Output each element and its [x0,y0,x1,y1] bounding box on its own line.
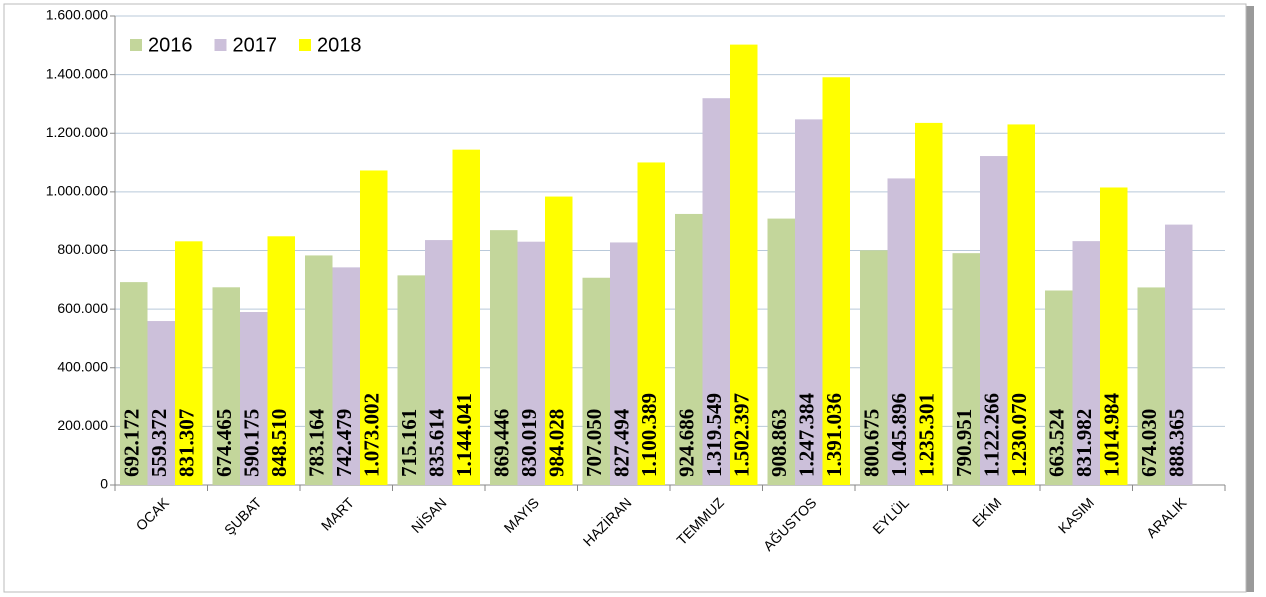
value-label: 715.161 [397,409,421,477]
value-label: 830.019 [517,409,541,477]
value-label: 1.230.070 [1007,393,1031,477]
bar [360,170,388,485]
bar [582,277,610,485]
legend-swatch [299,39,311,51]
bar [637,162,665,485]
value-label: 692.172 [120,409,144,477]
bar [860,250,888,485]
y-tick-label: 1.400.000 [46,65,108,81]
y-tick-label: 1.000.000 [46,183,108,199]
bar [147,321,175,485]
value-label: 984.028 [545,409,569,477]
bar [1045,290,1073,485]
bar [490,230,518,485]
bar [305,255,333,485]
bar [915,122,943,485]
legend-label: 2016 [148,34,193,56]
value-label: 888.365 [1165,409,1189,477]
value-label: 590.175 [240,409,264,477]
value-label: 835.614 [425,408,449,477]
bar [730,44,758,486]
bar [767,218,795,485]
value-label: 1.100.389 [637,393,661,477]
value-label: 674.030 [1137,409,1161,477]
bar [267,236,295,485]
value-label: 790.951 [952,409,976,477]
value-label: 800.675 [860,409,884,477]
value-label: 1.122.266 [980,393,1004,477]
legend-label: 2017 [233,34,278,56]
bar [795,119,823,485]
value-label: 869.446 [490,409,514,477]
value-label: 1.247.384 [795,393,819,478]
frame-shadow [1246,6,1254,592]
value-label: 831.307 [175,409,199,477]
bar [610,242,638,485]
value-label: 1.045.896 [887,393,911,477]
bar [1137,287,1165,485]
bar [1165,224,1193,485]
bar [545,196,573,485]
bar [702,98,730,485]
bar [980,156,1008,486]
bar [240,312,268,485]
bar [887,178,915,485]
value-label: 1.073.002 [360,393,384,477]
value-label: 1.144.041 [452,393,476,477]
legend-swatch [214,39,227,51]
value-label: 827.494 [610,408,634,477]
bar [1072,241,1100,485]
bar [952,253,980,485]
value-label: 783.164 [305,408,329,477]
bar [120,282,148,485]
y-tick-label: 200.000 [57,417,108,433]
bar [397,275,425,485]
y-tick-label: 1.200.000 [46,124,108,140]
y-tick-label: 600.000 [57,300,108,316]
y-tick-label: 1.600.000 [46,7,108,23]
bar [675,213,703,485]
value-label: 908.863 [767,409,791,477]
y-tick-label: 400.000 [57,358,108,374]
bar [425,240,453,485]
value-label: 1.235.301 [915,393,939,477]
value-label: 1.014.984 [1100,393,1124,478]
legend-label: 2018 [317,34,362,56]
bar [175,241,203,485]
bar [212,287,240,485]
value-label: 831.982 [1072,409,1096,477]
value-label: 559.372 [147,409,171,477]
value-label: 663.524 [1045,408,1069,477]
value-label: 1.502.397 [730,393,754,477]
bar [822,77,850,486]
value-label: 1.391.036 [822,393,846,477]
bar [517,241,545,485]
bar [1007,124,1035,485]
bar [332,267,360,485]
y-tick-label: 800.000 [57,241,108,257]
legend-swatch [130,39,142,51]
value-label: 848.510 [267,409,291,477]
value-label: 924.686 [675,409,699,477]
y-tick-label: 0 [100,476,108,492]
value-label: 742.479 [332,409,356,477]
bar [452,149,480,485]
value-label: 674.465 [212,409,236,477]
bar [1100,187,1128,485]
value-label: 1.319.549 [702,393,726,477]
value-label: 707.050 [582,409,606,477]
